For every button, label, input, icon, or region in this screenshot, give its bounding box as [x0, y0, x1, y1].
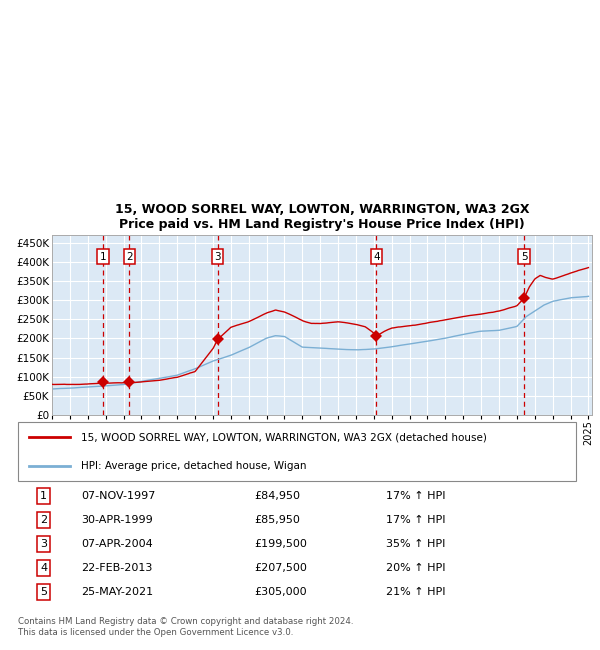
Text: 17% ↑ HPI: 17% ↑ HPI [386, 491, 446, 500]
Text: 25-MAY-2021: 25-MAY-2021 [81, 587, 153, 597]
Text: £207,500: £207,500 [254, 563, 307, 573]
Text: 2: 2 [40, 515, 47, 525]
Text: 1: 1 [100, 252, 106, 261]
Text: 30-APR-1999: 30-APR-1999 [81, 515, 153, 525]
Text: £199,500: £199,500 [254, 539, 307, 549]
Text: HPI: Average price, detached house, Wigan: HPI: Average price, detached house, Wiga… [81, 461, 307, 471]
Text: 17% ↑ HPI: 17% ↑ HPI [386, 515, 446, 525]
Text: Contains HM Land Registry data © Crown copyright and database right 2024.
This d: Contains HM Land Registry data © Crown c… [18, 618, 353, 637]
Text: 4: 4 [40, 563, 47, 573]
Text: 20% ↑ HPI: 20% ↑ HPI [386, 563, 446, 573]
Text: 3: 3 [40, 539, 47, 549]
Text: 3: 3 [214, 252, 221, 261]
Text: 1: 1 [40, 491, 47, 500]
Text: 35% ↑ HPI: 35% ↑ HPI [386, 539, 446, 549]
Title: 15, WOOD SORREL WAY, LOWTON, WARRINGTON, WA3 2GX
Price paid vs. HM Land Registry: 15, WOOD SORREL WAY, LOWTON, WARRINGTON,… [115, 203, 529, 231]
Text: 2: 2 [126, 252, 133, 261]
Text: 4: 4 [373, 252, 380, 261]
Text: 07-APR-2004: 07-APR-2004 [81, 539, 153, 549]
Text: 15, WOOD SORREL WAY, LOWTON, WARRINGTON, WA3 2GX (detached house): 15, WOOD SORREL WAY, LOWTON, WARRINGTON,… [81, 432, 487, 442]
Text: 21% ↑ HPI: 21% ↑ HPI [386, 587, 446, 597]
Text: 22-FEB-2013: 22-FEB-2013 [81, 563, 152, 573]
Text: £84,950: £84,950 [254, 491, 300, 500]
Text: 5: 5 [521, 252, 527, 261]
Text: 5: 5 [40, 587, 47, 597]
Text: 07-NOV-1997: 07-NOV-1997 [81, 491, 155, 500]
Text: £85,950: £85,950 [254, 515, 300, 525]
Text: £305,000: £305,000 [254, 587, 307, 597]
